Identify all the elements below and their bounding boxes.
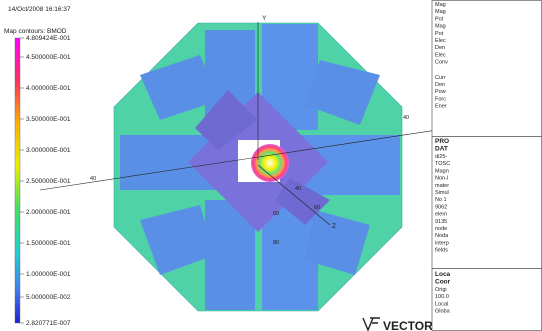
colorbar <box>15 38 20 323</box>
legend-title: Map contours: BMOD <box>4 28 67 35</box>
legend-label: 1.000000E-001 <box>26 271 71 278</box>
panel-text: Coor <box>435 279 451 286</box>
panel-text: Origi <box>435 287 447 293</box>
legend-label: 3.000000E-001 <box>26 147 71 154</box>
panel-text: Mag <box>435 2 446 8</box>
legend-label: 2.000000E-001 <box>26 209 71 216</box>
legend-label: 3.500000E-001 <box>26 116 71 123</box>
panel-text: 100.0 <box>435 294 449 300</box>
legend-label: 4.000000E-001 <box>26 85 71 92</box>
panel-text: Den <box>435 45 445 51</box>
info-panel: MagMagPotMagPotElecDenElecConvCurrDenPow… <box>432 1 542 331</box>
panel-text: Magn <box>435 168 449 174</box>
tick-label: 80 <box>273 240 279 246</box>
panel-text: interp <box>435 240 449 246</box>
legend-label: 1.500000E-001 <box>26 240 71 247</box>
panel-text: di25- <box>435 154 447 160</box>
legend-label: 2.500000E-001 <box>26 178 71 185</box>
legend-label: 2.820771E-007 <box>26 320 71 327</box>
model-view: Y X Z 40 40 40 60 60 80 <box>40 15 475 311</box>
panel-text: Pot <box>435 16 444 22</box>
tick-label: 60 <box>314 205 320 211</box>
axis-label: Z <box>332 223 336 230</box>
legend-label: 4.500000E-001 <box>26 54 71 61</box>
panel-text: Pow <box>435 89 446 95</box>
axis-label: Y <box>262 15 267 22</box>
tick-label: 40 <box>295 186 301 192</box>
panel-text: Elec <box>435 52 446 58</box>
legend: 4.809424E-001 4.500000E-001 4.000000E-001 3… <box>20 35 71 327</box>
panel-text: Simul <box>435 190 449 196</box>
panel-text: elem <box>435 212 447 218</box>
panel-text: Mag <box>435 9 446 15</box>
panel-text: node <box>435 226 447 232</box>
panel-text: Globa <box>435 309 451 315</box>
panel-text: PRO <box>435 138 449 145</box>
panel-text: Noda <box>435 233 449 239</box>
panel-text: fields <box>435 248 448 254</box>
panel-text: Local <box>435 301 448 307</box>
legend-label: 4.809424E-001 <box>26 35 71 42</box>
tick-label: 40 <box>90 176 96 182</box>
panel-text: DAT <box>435 146 448 153</box>
panel-text: Pot <box>435 31 444 37</box>
tick-label: 60 <box>273 211 279 217</box>
panel-text: Den <box>435 82 445 88</box>
panel-text: Loca <box>435 271 451 278</box>
panel-text: Non-l <box>435 176 448 182</box>
panel-text: Forc <box>435 96 446 102</box>
panel-text: Conv <box>435 60 448 66</box>
legend-label: 5.000000E-002 <box>26 294 71 301</box>
panel-text: Mag <box>435 24 446 30</box>
panel-text: mater <box>435 183 449 189</box>
panel-text: Elec <box>435 38 446 44</box>
panel-text: 9062 <box>435 204 447 210</box>
timestamp: 14/Oct/2008 16:16:37 <box>8 6 71 13</box>
panel-text: Curr <box>435 75 446 81</box>
panel-text: No 1 <box>435 197 447 203</box>
panel-text: TOSC <box>435 161 450 167</box>
tick-label: 40 <box>403 115 409 121</box>
screen: 14/Oct/2008 16:16:37 Map contours: BMOD … <box>0 0 542 331</box>
panel-text: Ener <box>435 104 447 110</box>
panel-text: 9135 <box>435 219 447 225</box>
